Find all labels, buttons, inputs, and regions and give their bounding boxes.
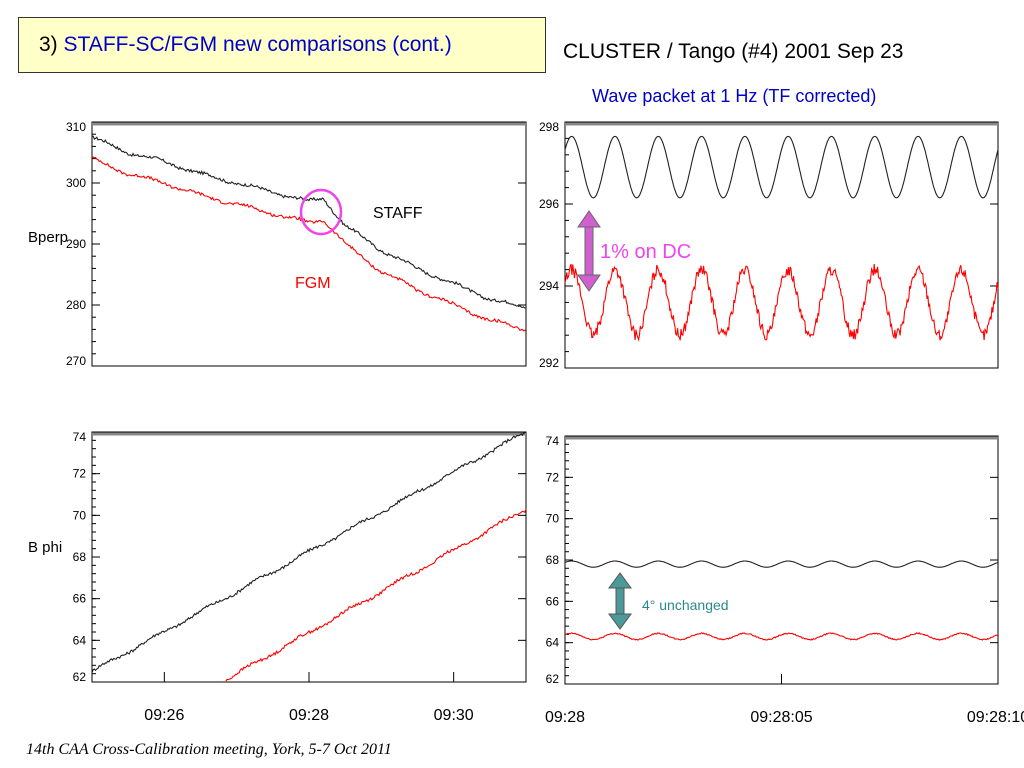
highlight-circle: [299, 188, 343, 236]
plot-frame: [564, 121, 999, 369]
fgm-label: FGM: [295, 275, 331, 292]
x-tick-label: 09:28: [289, 707, 329, 724]
dc-arrow-icon: [577, 210, 601, 292]
y-tick-label: 300: [66, 176, 86, 190]
y-tick-label: 74: [546, 434, 560, 448]
x-tick-label: 09:28: [545, 709, 585, 726]
series-staff-line: [564, 135, 999, 199]
y-tick-label: 66: [546, 594, 560, 608]
y-tick-label: 72: [546, 470, 560, 484]
y-tick-label: 74: [73, 430, 87, 444]
y-tick-label: 290: [66, 237, 86, 251]
y-tick-label: 62: [546, 672, 560, 686]
dc-label: 1% on DC: [600, 241, 691, 263]
series-staff-line: [91, 431, 527, 673]
y-tick-label: 70: [546, 512, 560, 526]
y-tick-label: 64: [73, 633, 87, 647]
y-tick-label: 296: [539, 197, 559, 211]
series-fgm-line: [225, 508, 527, 682]
series-fgm-line: [564, 632, 999, 641]
panel-top-left: 310 300 290 280 270 Bperp: [28, 120, 527, 368]
angle-arrow-icon: [608, 572, 632, 630]
series-fgm-line: [564, 263, 999, 342]
y-tick-label: 70: [73, 508, 87, 522]
y-tick-label: 68: [73, 550, 87, 564]
y-tick-label: 298: [539, 120, 559, 134]
panel-bottom-left: 74 72 70 68 66 64 62 09:26 09:28 09:30 B phi: [28, 430, 527, 724]
y-axis-label: Bperp: [28, 229, 68, 246]
plot-frame: [564, 435, 999, 685]
x-tick-label: 09:28:05: [750, 709, 812, 726]
x-tick-label: 09:30: [434, 707, 474, 724]
annotation-layer: STAFF FGM 1% on DC 4° unchanged: [295, 188, 729, 630]
panel-top-right: 298 296 294 292: [539, 120, 999, 370]
slide-header: CLUSTER / Tango (#4) 2001 Sep 23: [563, 40, 904, 63]
series-staff-line: [91, 135, 527, 309]
series-staff-line: [564, 560, 999, 568]
slide-footer: 14th CAA Cross-Calibration meeting, York…: [26, 741, 392, 758]
angle-label: 4° unchanged: [642, 597, 729, 613]
y-tick-label: 62: [73, 670, 87, 684]
plot-frame: [91, 121, 527, 367]
y-tick-label: 66: [73, 592, 87, 606]
plot-frame: [91, 431, 527, 683]
y-tick-label: 68: [546, 553, 560, 567]
slide-title-number: 3): [39, 33, 58, 56]
panel-bottom-right: 74 72 70 68 66 64 62 09:28 09:28:05 09:28:10: [545, 434, 1024, 726]
y-tick-label: 72: [73, 467, 87, 481]
series-fgm-line: [91, 156, 527, 332]
x-tick-label: 09:28:10: [967, 709, 1024, 726]
y-tick-label: 310: [66, 120, 86, 134]
chart-layer: 310 300 290 280 270 Bperp 74 72 70 68 66 64 62 09:26 0…: [28, 120, 1024, 726]
y-tick-label: 292: [539, 356, 559, 370]
slide-subheader: Wave packet at 1 Hz (TF corrected): [592, 86, 877, 106]
slide-title-box: 3) STAFF-SC/FGM new comparisons (cont.): [18, 17, 546, 73]
y-axis-label: B phi: [28, 539, 62, 556]
y-tick-label: 64: [546, 636, 560, 650]
slide-title-text: STAFF-SC/FGM new comparisons (cont.): [63, 33, 452, 56]
staff-label: STAFF: [373, 205, 423, 222]
y-tick-label: 270: [66, 354, 86, 368]
y-tick-label: 280: [66, 298, 86, 312]
y-tick-label: 294: [539, 279, 559, 293]
x-tick-label: 09:26: [144, 707, 184, 724]
